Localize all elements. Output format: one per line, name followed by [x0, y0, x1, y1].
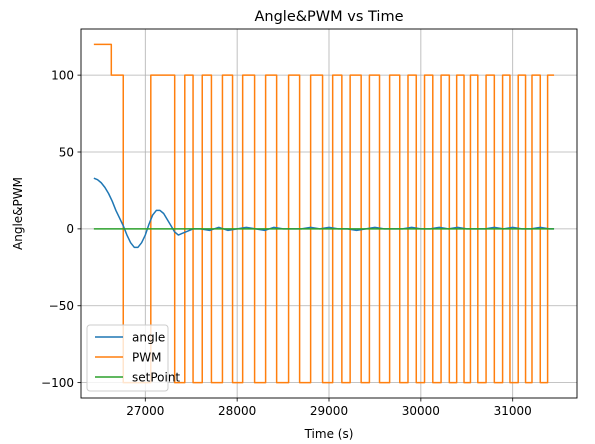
legend-label: setPoint: [132, 370, 180, 384]
x-tick-label: 27000: [126, 404, 164, 418]
y-tick-label: 50: [59, 145, 74, 159]
x-tick-label: 29000: [310, 404, 348, 418]
y-tick-label: −100: [41, 376, 74, 390]
legend-label: PWM: [132, 350, 161, 364]
legend-box: [86, 324, 169, 392]
y-tick-label: −50: [49, 299, 74, 313]
chart-title: Angle&PWM vs Time: [254, 9, 403, 25]
legend: angle PWM setPoint: [86, 324, 180, 392]
y-tick-label: 100: [51, 68, 74, 82]
x-tick-label: 30000: [402, 404, 440, 418]
y-tick-label: 0: [66, 222, 74, 236]
x-axis-label: Time (s): [304, 427, 354, 441]
legend-label: angle: [132, 330, 165, 344]
series-line-angle: [93, 177, 555, 249]
axis-ticks: 27000 28000 29000 30000 31000 −100 −50 0 50 100: [41, 68, 532, 418]
x-tick-label: 31000: [494, 404, 532, 418]
x-tick-label: 28000: [218, 404, 256, 418]
series-group: [93, 43, 555, 384]
y-axis-label: Angle&PWM: [11, 177, 25, 250]
